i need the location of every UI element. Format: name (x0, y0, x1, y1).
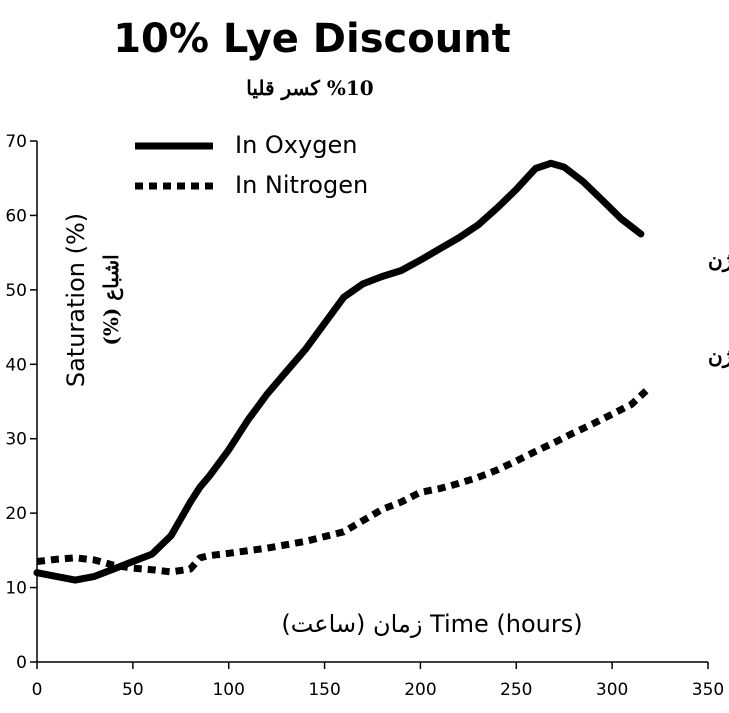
oxygen-end-label: در اکسیژن (708, 248, 729, 273)
series-line-oxygen (33, 159, 645, 584)
y-tick-label: 10 (5, 579, 27, 599)
y-axis-label: Saturation (%) (62, 213, 90, 387)
nitrogen-end-label: در نیتروژن (708, 344, 729, 369)
legend-nitrogen-label: In Nitrogen (235, 171, 368, 199)
chart-title: 10% Lye Discount (113, 16, 511, 62)
y-tick-label: 20 (5, 504, 27, 524)
y-axis: 0 10 20 30 40 50 60 70 (5, 132, 38, 673)
y-tick-label: 60 (5, 206, 27, 226)
y-axis-label-secondary: اشباع (%) (99, 254, 124, 345)
x-tick-label: 50 (122, 680, 144, 700)
legend-oxygen-label: In Oxygen (235, 131, 357, 159)
chart-subtitle: %10 کسر قلیا (246, 76, 373, 101)
x-tick-label: 350 (692, 680, 724, 700)
y-tick-label: 0 (16, 653, 27, 673)
x-axis-label: زمان (ساعت) Time (hours) (281, 610, 582, 638)
y-tick-label: 40 (5, 355, 27, 375)
x-tick-label: 250 (500, 680, 532, 700)
x-tick-label: 300 (596, 680, 628, 700)
series-group (33, 159, 650, 584)
series-line-nitrogen (36, 387, 650, 576)
y-tick-label: 70 (5, 132, 27, 152)
x-tick-label: 0 (32, 680, 43, 700)
x-tick-label: 200 (404, 680, 436, 700)
x-tick-label: 100 (212, 680, 244, 700)
y-tick-label: 50 (5, 281, 27, 301)
y-tick-label: 30 (5, 430, 27, 450)
x-axis: 0 50 100 150 200 250 300 350 (32, 661, 724, 700)
x-tick-label: 150 (308, 680, 340, 700)
legend: In Oxygen In Nitrogen (135, 131, 368, 199)
